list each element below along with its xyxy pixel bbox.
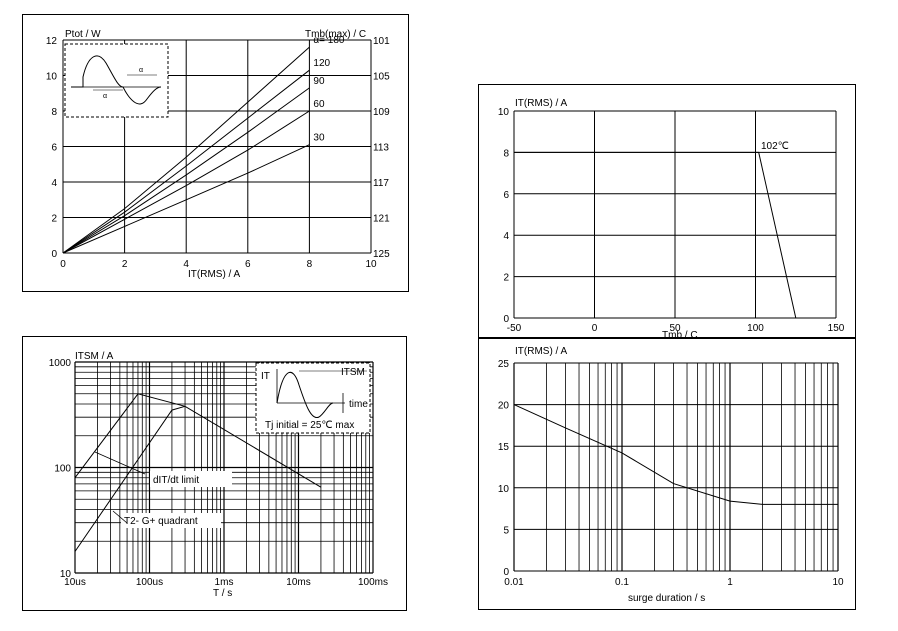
chart-panel-itsm: 10us 100us 1ms 10ms 100ms 10 100 1000 IT ITSM t… xyxy=(22,336,407,611)
y-tick-label: 6 xyxy=(51,143,57,154)
inset-box xyxy=(64,43,169,118)
inset-alpha-2: α xyxy=(139,67,143,74)
x-tick-label: 0.01 xyxy=(504,577,524,588)
y-tick-label: 6 xyxy=(503,190,509,201)
annotation-quadrant: T2- G+ quadrant xyxy=(124,516,198,527)
y-tick-label: 10 xyxy=(498,484,510,495)
x-tick-label: 0.1 xyxy=(615,577,629,588)
inset-tj-label: Tj initial = 25℃ max xyxy=(265,420,354,431)
y-tick-label: 15 xyxy=(498,442,510,453)
y2-tick-label: 113 xyxy=(373,143,389,154)
x-axis-title: IT(RMS) / A xyxy=(188,269,241,280)
series-label: 60 xyxy=(313,99,325,110)
y2-tick-label: 101 xyxy=(373,36,390,47)
inset-time-label: time xyxy=(349,399,368,410)
x-tick-label: 100ms xyxy=(358,577,388,588)
power-dissipation-chart: α α 0 2 4 6 8 10 0 2 4 6 8 10 12 125 121 117 113 109 105 10… xyxy=(46,29,390,280)
y-tick-label: 2 xyxy=(51,214,57,225)
y-tick-label: 0 xyxy=(503,314,509,325)
annotation-dit-limit: dIT/dt limit xyxy=(153,475,199,486)
x-tick-label: 10ms xyxy=(286,577,310,588)
inset-box xyxy=(255,362,371,434)
surge-current-chart: 10us 100us 1ms 10ms 100ms 10 100 1000 IT ITSM t… xyxy=(49,351,388,599)
y2-tick-label: 117 xyxy=(373,178,389,189)
y-axis-title: IT(RMS) / A xyxy=(515,346,568,357)
y2-tick-label: 109 xyxy=(373,107,390,118)
y2-tick-label: 121 xyxy=(373,214,390,225)
inset-it-label: IT xyxy=(261,371,270,382)
y-tick-label: 10 xyxy=(46,72,58,83)
series-line xyxy=(62,87,310,254)
y-tick-label: 4 xyxy=(503,231,509,242)
chart-panel-derating: -50 0 50 100 150 0 2 4 6 8 10 IT(RMS) / A 102℃ Tmb… xyxy=(478,84,856,341)
y-tick-label: 20 xyxy=(498,401,510,412)
series-line xyxy=(513,404,838,505)
x-tick-label: 50 xyxy=(669,323,681,334)
y2-tick-label: 105 xyxy=(373,72,390,83)
series-line xyxy=(62,46,310,254)
waveform-inset: α α xyxy=(64,43,169,118)
y2-axis-title: Tmb(max) / C xyxy=(305,29,366,40)
series-line xyxy=(62,144,310,254)
inset-alpha-1: α xyxy=(103,93,107,100)
series-label: 120 xyxy=(313,58,330,69)
y-tick-label: 100 xyxy=(54,464,71,475)
x-tick-label: 10 xyxy=(365,259,377,270)
y-axis-title: Ptot / W xyxy=(65,29,101,40)
y-tick-label: 10 xyxy=(60,569,72,580)
y-tick-label: 0 xyxy=(503,567,509,578)
y-axis-title: ITSM / A xyxy=(75,351,114,362)
surge-duration-chart: 0.01 0.1 1 10 0 5 10 15 20 25 IT(RMS) / A surge d… xyxy=(498,346,844,604)
series-line xyxy=(74,405,186,552)
x-tick-label: 4 xyxy=(183,259,189,270)
series-line xyxy=(62,69,310,254)
x-tick-label: 1 xyxy=(727,577,733,588)
series-label: 30 xyxy=(313,133,325,144)
x-tick-label: 100us xyxy=(136,577,163,588)
x-axis-title: Tmb / C xyxy=(662,330,698,339)
x-tick-label: 1ms xyxy=(215,577,234,588)
annotation-102c: 102℃ xyxy=(761,141,789,152)
series-line xyxy=(62,110,310,254)
x-axis-title: surge duration / s xyxy=(628,593,705,604)
x-tick-label: 0 xyxy=(592,323,598,334)
series-line xyxy=(514,151,797,319)
x-tick-label: 6 xyxy=(245,259,251,270)
x-tick-label: 8 xyxy=(307,259,313,270)
series-label: 90 xyxy=(313,76,325,87)
y-tick-label: 8 xyxy=(503,148,509,159)
x-tick-label: 150 xyxy=(828,323,845,334)
x-tick-label: 10us xyxy=(64,577,86,588)
y-tick-label: 25 xyxy=(498,359,510,370)
y-tick-label: 4 xyxy=(51,178,57,189)
y2-tick-label: 125 xyxy=(373,249,390,260)
y-tick-label: 12 xyxy=(46,36,58,47)
y-tick-label: 5 xyxy=(503,525,509,536)
x-tick-label: 2 xyxy=(122,259,128,270)
y-tick-label: 2 xyxy=(503,273,509,284)
y-tick-label: 1000 xyxy=(49,358,72,369)
series-line xyxy=(74,393,322,488)
chart-panel-power: α α 0 2 4 6 8 10 0 2 4 6 8 10 12 125 121 117 113 109 105 10… xyxy=(22,14,409,292)
chart-panel-surge: 0.01 0.1 1 10 0 5 10 15 20 25 IT(RMS) / A surge d… xyxy=(478,338,856,610)
x-tick-label: 0 xyxy=(60,259,66,270)
x-tick-label: 10 xyxy=(832,577,844,588)
itsm-inset: IT ITSM time Tj initial = 25℃ max xyxy=(255,362,371,434)
x-axis-title: T / s xyxy=(213,588,232,599)
x-tick-label: 100 xyxy=(747,323,764,334)
y-tick-label: 10 xyxy=(498,107,510,118)
y-tick-label: 8 xyxy=(51,107,57,118)
y-tick-label: 0 xyxy=(51,249,57,260)
x-tick-label: -50 xyxy=(507,323,522,334)
inset-itsm-label: ITSM xyxy=(341,367,365,378)
series-label: α= 180 xyxy=(313,35,345,46)
y-axis-title: IT(RMS) / A xyxy=(515,98,568,109)
